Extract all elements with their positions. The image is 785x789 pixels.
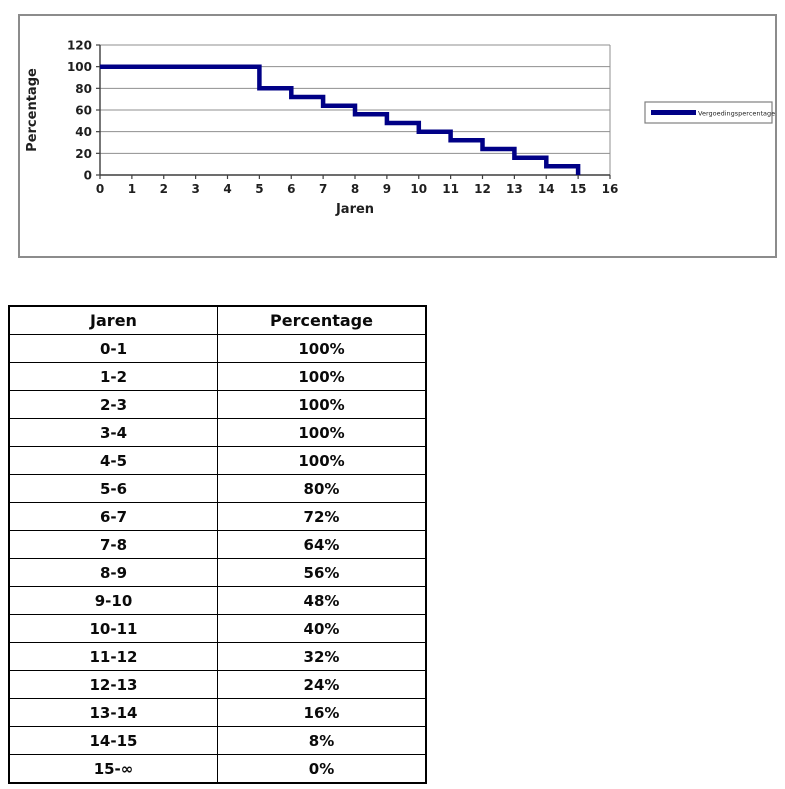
legend-box — [644, 101, 773, 124]
x-tick-label: 5 — [255, 182, 263, 196]
percentage-cell: 64% — [217, 530, 427, 559]
table-row: 13-14 16% — [8, 698, 427, 727]
percentage-cell: 48% — [217, 586, 427, 615]
y-tick-label: 40 — [75, 125, 92, 139]
y-tick-label: 120 — [67, 39, 92, 53]
y-axis-title: Percentage — [25, 68, 40, 152]
jaren-cell: 7-8 — [8, 530, 218, 559]
x-tick-label: 12 — [474, 182, 491, 196]
table-row: 8-9 56% — [8, 558, 427, 587]
legend-label: Vergoedingspercentage — [698, 110, 775, 118]
table-row: 1-2 100% — [8, 362, 427, 391]
jaren-header: Jaren — [8, 305, 218, 335]
table-row: 14-15 8% — [8, 726, 427, 755]
jaren-cell: 8-9 — [8, 558, 218, 587]
table-header: Jaren Percentage — [8, 305, 427, 335]
x-tick-label: 0 — [96, 182, 104, 196]
percentage-cell: 100% — [217, 390, 427, 419]
table-row: 4-5 100% — [8, 446, 427, 475]
x-tick-label: 9 — [383, 182, 391, 196]
x-tick-label: 10 — [410, 182, 427, 196]
jaren-cell: 0-1 — [8, 334, 218, 363]
percentage-cell: 100% — [217, 418, 427, 447]
jaren-cell: 3-4 — [8, 418, 218, 447]
x-tick-label: 1 — [128, 182, 136, 196]
percentage-cell: 100% — [217, 334, 427, 363]
table-row: 5-6 80% — [8, 474, 427, 503]
jaren-cell: 6-7 — [8, 502, 218, 531]
percentage-cell: 0% — [217, 754, 427, 784]
table-row: 3-4 100% — [8, 418, 427, 447]
jaren-cell: 5-6 — [8, 474, 218, 503]
percentage-cell: 8% — [217, 726, 427, 755]
jaren-cell: 10-11 — [8, 614, 218, 643]
chart-frame: 0 20 40 60 80 100 120 0 1 2 3 4 5 6 7 8 9 10 11 12 13 14 15 16 J… — [18, 14, 777, 258]
percentage-cell: 100% — [217, 446, 427, 475]
x-tick-label: 7 — [319, 182, 327, 196]
table-body: 0-1 100% 1-2 100% 2-3 100% 3-4 100% 4-5 100% 5-6 80… — [8, 334, 427, 784]
jaren-cell: 13-14 — [8, 698, 218, 727]
percentage-cell: 16% — [217, 698, 427, 727]
x-tick-label: 3 — [191, 182, 199, 196]
x-tick-label: 16 — [602, 182, 619, 196]
x-tick-label: 15 — [570, 182, 587, 196]
y-tick-label: 0 — [84, 169, 92, 183]
table-header-row: Jaren Percentage — [8, 305, 427, 335]
table-row: 9-10 48% — [8, 586, 427, 615]
y-tick-label: 100 — [67, 60, 92, 74]
percentage-cell: 32% — [217, 642, 427, 671]
jaren-cell: 15-∞ — [8, 754, 218, 784]
x-tick-label: 4 — [223, 182, 231, 196]
table-row: 7-8 64% — [8, 530, 427, 559]
percentage-header: Percentage — [217, 305, 427, 335]
jaren-cell: 4-5 — [8, 446, 218, 475]
percentage-cell: 80% — [217, 474, 427, 503]
x-tick-label: 6 — [287, 182, 295, 196]
table-row: 11-12 32% — [8, 642, 427, 671]
jaren-cell: 12-13 — [8, 670, 218, 699]
percentage-cell: 56% — [217, 558, 427, 587]
y-tick-label: 80 — [75, 82, 92, 96]
percentage-cell: 72% — [217, 502, 427, 531]
series-line — [100, 64, 581, 175]
table-row: 6-7 72% — [8, 502, 427, 531]
vergoeding-table: Jaren Percentage 0-1 100% 1-2 100% 2-3 100% 3-… — [8, 305, 427, 784]
percentage-cell: 24% — [217, 670, 427, 699]
percentage-cell: 100% — [217, 362, 427, 391]
y-tick-label: 60 — [75, 104, 92, 118]
jaren-cell: 11-12 — [8, 642, 218, 671]
y-tick-label: 20 — [75, 147, 92, 161]
x-tick-label: 11 — [442, 182, 459, 196]
jaren-cell: 2-3 — [8, 390, 218, 419]
table-row: 12-13 24% — [8, 670, 427, 699]
table-row: 0-1 100% — [8, 334, 427, 363]
x-tick-label: 14 — [538, 182, 555, 196]
jaren-cell: 14-15 — [8, 726, 218, 755]
jaren-cell: 1-2 — [8, 362, 218, 391]
jaren-cell: 9-10 — [8, 586, 218, 615]
x-tick-label: 13 — [506, 182, 523, 196]
table-row: 10-11 40% — [8, 614, 427, 643]
x-axis-title: Jaren — [335, 202, 374, 217]
percentage-cell: 40% — [217, 614, 427, 643]
table-row: 15-∞ 0% — [8, 754, 427, 784]
table-row: 2-3 100% — [8, 390, 427, 419]
x-tick-label: 2 — [160, 182, 168, 196]
x-tick-label: 8 — [351, 182, 359, 196]
